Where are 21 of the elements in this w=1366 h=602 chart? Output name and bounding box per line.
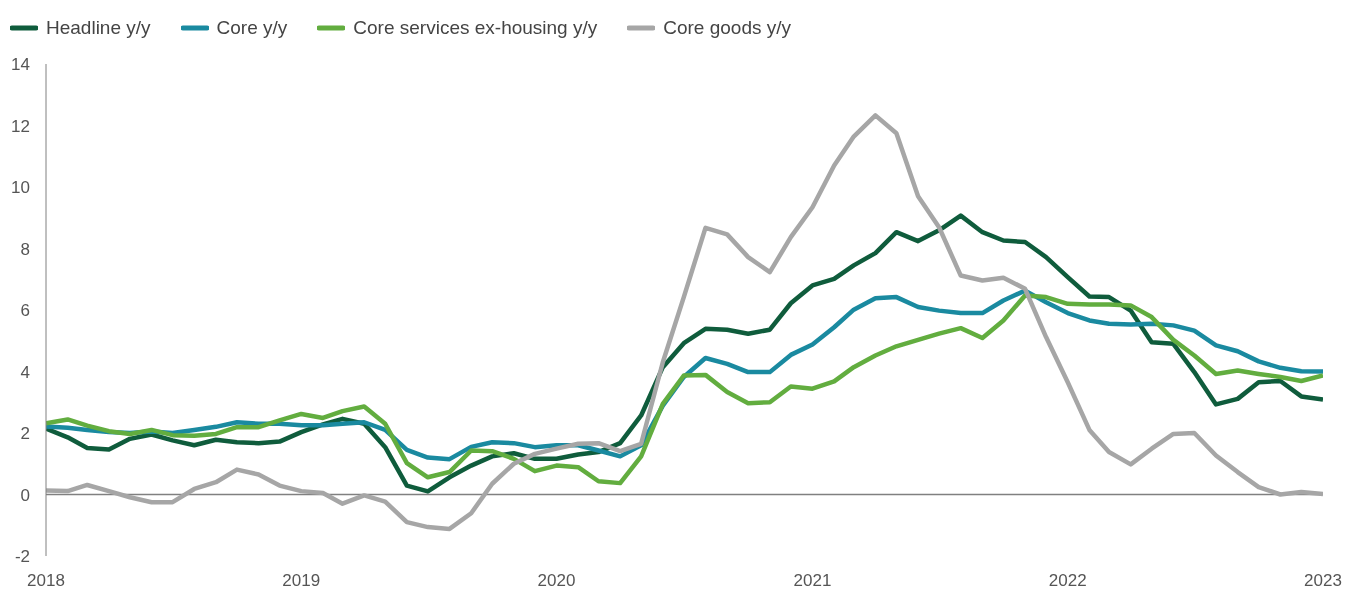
x-tick-label: 2021 — [793, 571, 832, 591]
y-tick-label: 2 — [20, 424, 30, 444]
y-tick-label: 12 — [11, 116, 30, 136]
x-tick-label: 2020 — [537, 571, 576, 591]
y-tick-label: 10 — [11, 178, 30, 198]
y-tick-label: 6 — [20, 301, 30, 321]
legend-label: Core goods y/y — [663, 17, 792, 39]
y-tick-label: 4 — [20, 362, 30, 382]
legend-label: Core services ex-housing y/y — [353, 17, 598, 39]
x-tick-label: 2023 — [1304, 571, 1342, 591]
x-tick-label: 2018 — [27, 571, 65, 591]
y-tick-label: 0 — [20, 485, 30, 505]
x-tick-label: 2022 — [1048, 571, 1087, 591]
legend-label: Headline y/y — [46, 17, 151, 39]
line-series — [46, 213, 1323, 494]
y-tick-label: 8 — [20, 239, 30, 259]
x-tick-label: 2019 — [282, 571, 321, 591]
line-series — [46, 113, 1323, 532]
y-tick-label: -2 — [14, 547, 30, 567]
legend-label: Core y/y — [216, 17, 288, 39]
y-tick-label: 14 — [11, 55, 30, 75]
